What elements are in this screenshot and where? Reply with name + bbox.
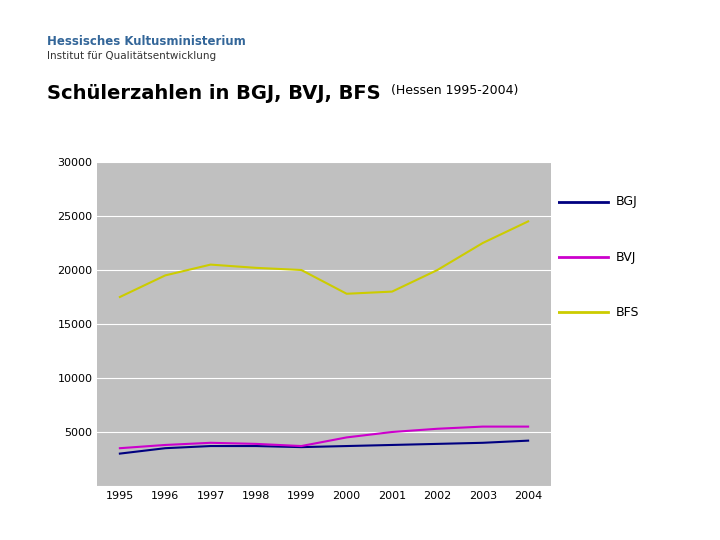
- BGJ: [251, 443, 260, 449]
- BGJ: [433, 441, 441, 447]
- BVJ: [206, 440, 215, 446]
- Text: BFS: BFS: [616, 306, 639, 319]
- BVJ: [115, 445, 124, 451]
- BGJ: [297, 444, 305, 450]
- BFS: [161, 272, 169, 279]
- BVJ: [433, 426, 441, 432]
- BFS: [251, 265, 260, 271]
- BFS: [523, 218, 532, 225]
- BGJ: [387, 442, 396, 448]
- BVJ: [478, 423, 487, 430]
- BFS: [387, 288, 396, 295]
- Line: BGJ: BGJ: [120, 441, 528, 454]
- BFS: [478, 240, 487, 246]
- BFS: [115, 294, 124, 300]
- BGJ: [115, 450, 124, 457]
- Text: Institut für Qualitätsentwicklung: Institut für Qualitätsentwicklung: [47, 51, 216, 62]
- Line: BFS: BFS: [120, 221, 528, 297]
- BGJ: [478, 440, 487, 446]
- BFS: [342, 291, 351, 297]
- BVJ: [251, 441, 260, 447]
- BGJ: [206, 443, 215, 449]
- BVJ: [161, 442, 169, 448]
- Text: (Hessen 1995-2004): (Hessen 1995-2004): [391, 84, 518, 97]
- BVJ: [342, 434, 351, 441]
- BGJ: [161, 445, 169, 451]
- BFS: [206, 261, 215, 268]
- Line: BVJ: BVJ: [120, 427, 528, 448]
- BVJ: [387, 429, 396, 435]
- Text: Schülerzahlen in BGJ, BVJ, BFS: Schülerzahlen in BGJ, BVJ, BFS: [47, 84, 380, 103]
- BFS: [433, 267, 441, 273]
- BVJ: [523, 423, 532, 430]
- BGJ: [342, 443, 351, 449]
- BGJ: [523, 437, 532, 444]
- Text: BGJ: BGJ: [616, 195, 637, 208]
- BFS: [297, 267, 305, 273]
- BVJ: [297, 443, 305, 449]
- Text: Hessisches Kultusministerium: Hessisches Kultusministerium: [47, 35, 246, 48]
- Text: BVJ: BVJ: [616, 251, 636, 264]
